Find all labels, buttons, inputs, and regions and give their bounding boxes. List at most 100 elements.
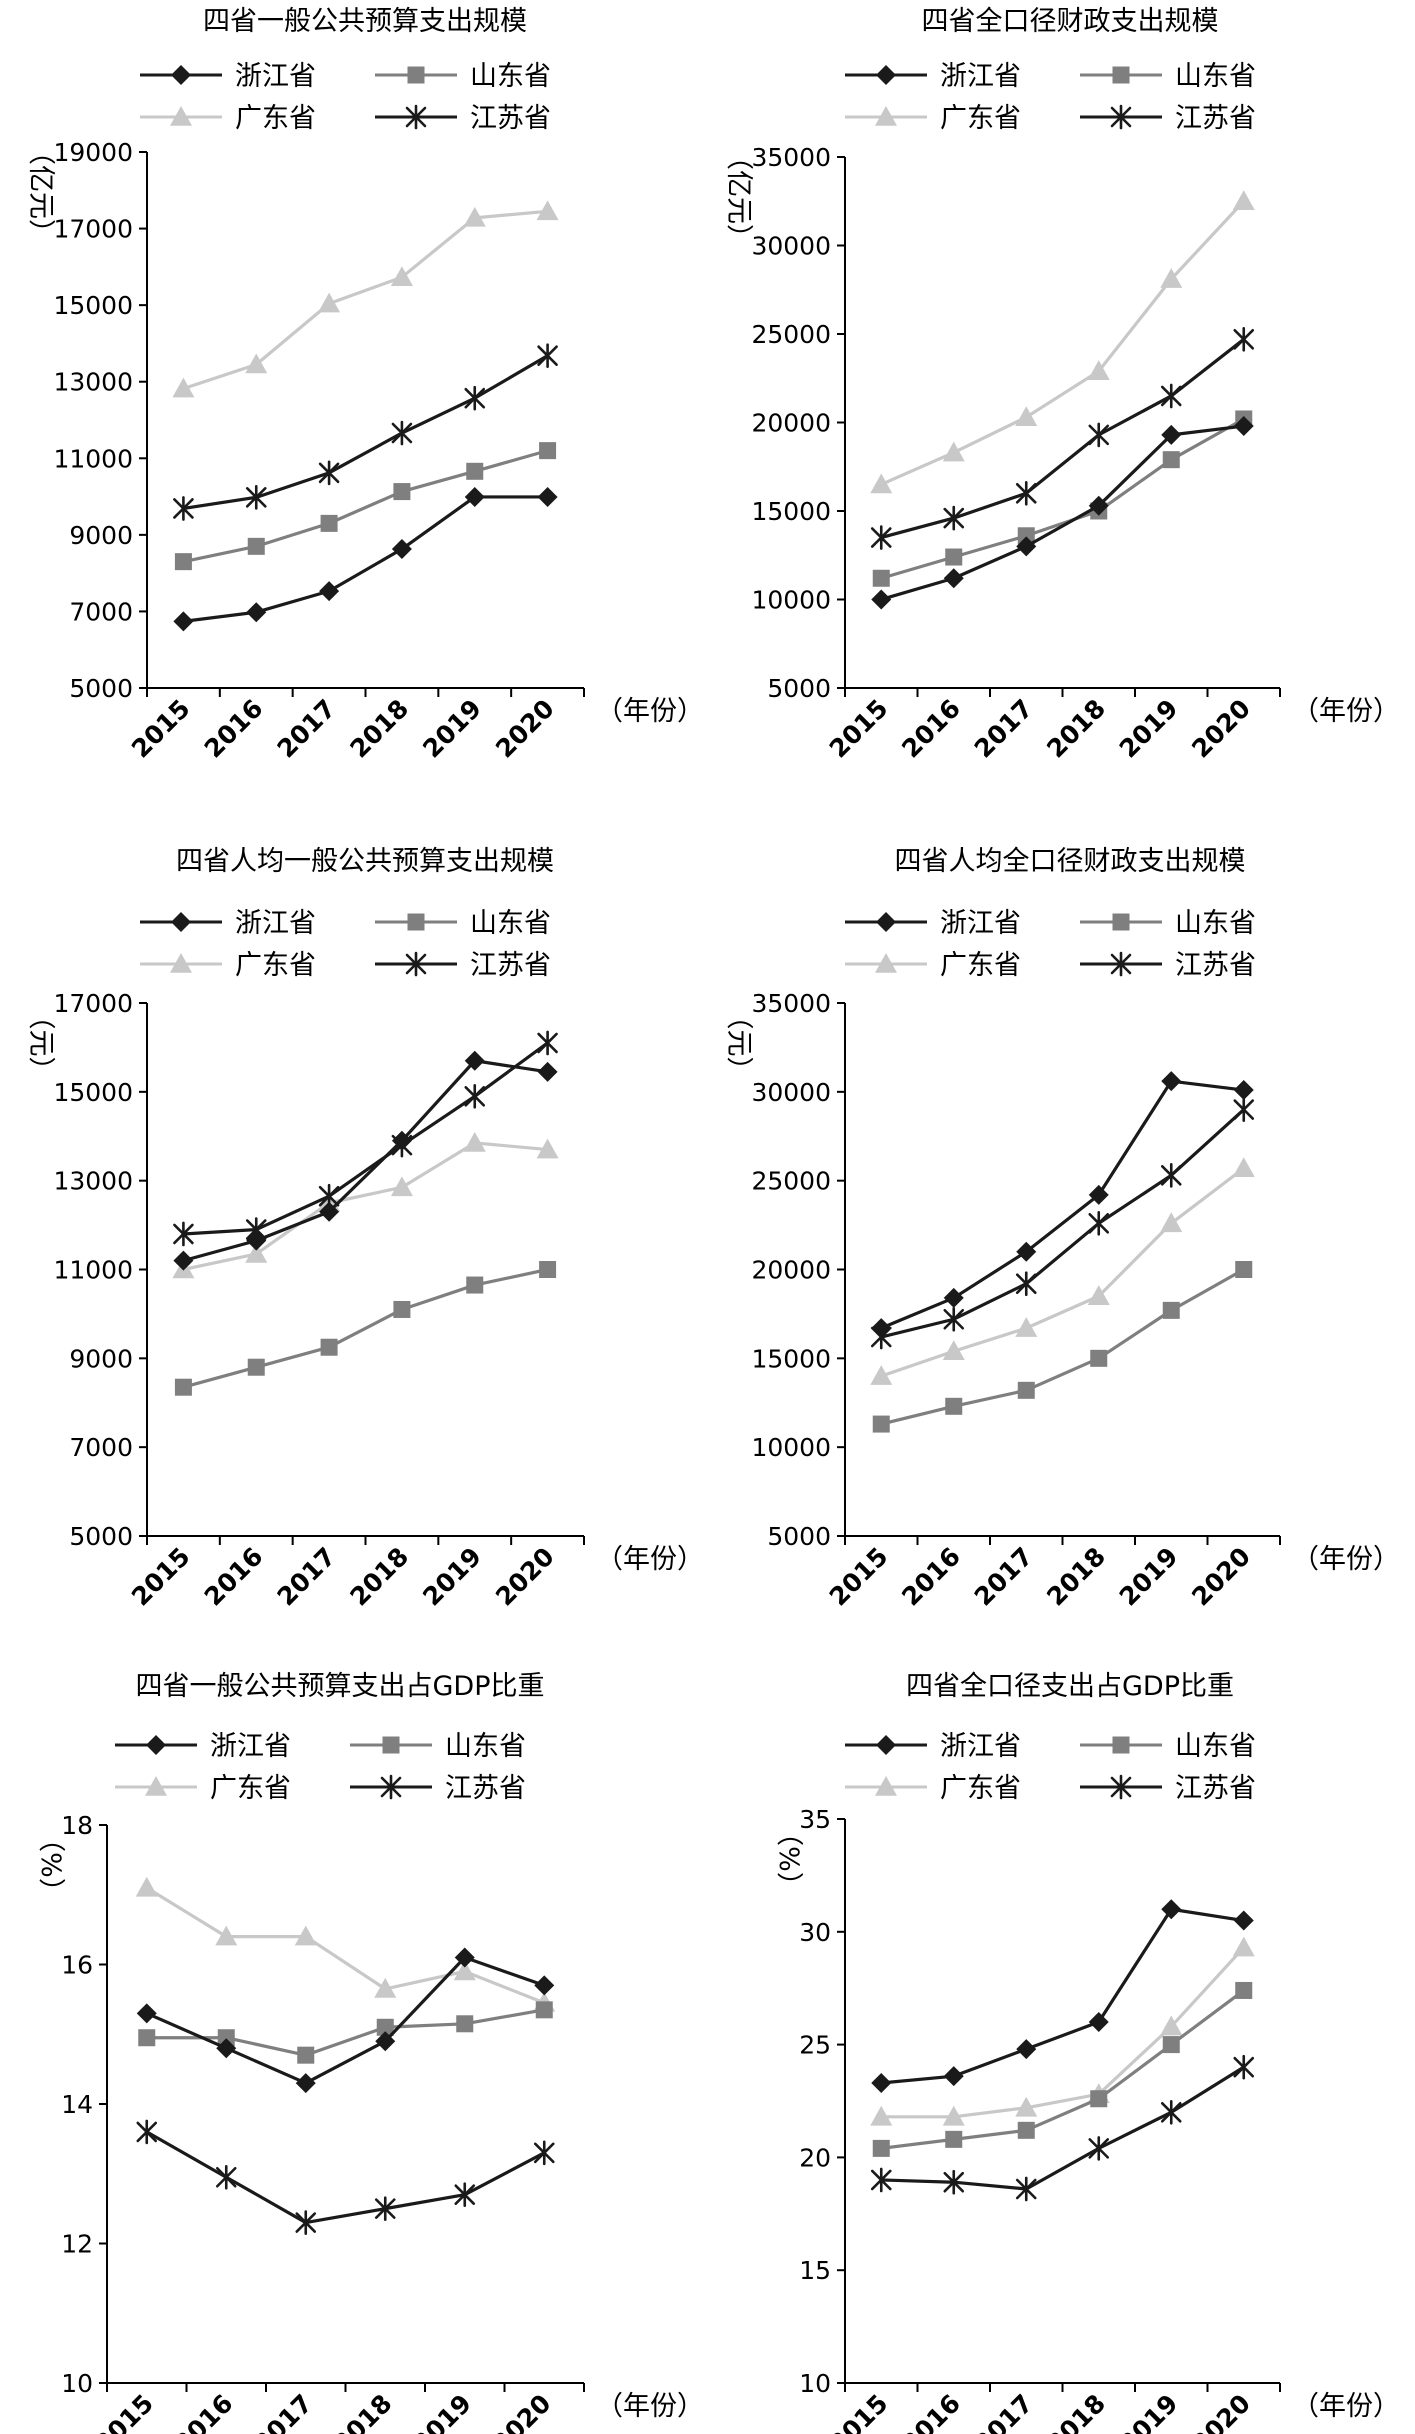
series-line	[880, 200, 1245, 486]
data-point	[1162, 1301, 1180, 1319]
legend-item-3: 广东省	[845, 1773, 1021, 1804]
series-山东省	[872, 1981, 1253, 2157]
y-tick-label: 10	[61, 2369, 93, 2398]
x-tick-label: 2016	[896, 1542, 966, 1612]
data-point	[1233, 1097, 1255, 1122]
data-point	[138, 2029, 156, 2047]
legend-marker	[146, 1735, 166, 1755]
data-point	[319, 581, 340, 602]
legend-marker	[1112, 913, 1130, 931]
data-point	[872, 569, 890, 587]
data-point	[1232, 190, 1255, 211]
y-tick-label: 5000	[767, 674, 831, 703]
x-tick-label: 2017	[969, 694, 1039, 764]
series-line	[183, 449, 549, 564]
y-tick-label: 30000	[751, 1078, 831, 1107]
legend-item-3: 广东省	[140, 950, 316, 981]
legend-label: 山东省	[1175, 908, 1256, 939]
data-point	[319, 1201, 340, 1222]
data-point	[318, 292, 341, 313]
series-浙江省	[871, 1899, 1254, 2093]
legend-label: 江苏省	[470, 103, 551, 134]
legend-marker	[407, 66, 425, 84]
data-point	[1016, 1241, 1037, 1262]
legend-item-2: 山东省	[375, 908, 551, 939]
legend-item-3: 广东省	[115, 1773, 291, 1804]
legend-label: 广东省	[235, 950, 316, 981]
legend-marker	[1112, 66, 1130, 84]
y-tick-label: 20000	[751, 1256, 831, 1285]
data-point	[135, 1876, 158, 1897]
legend-marker	[170, 953, 192, 973]
data-point	[456, 2015, 474, 2033]
y-tick-label: 25000	[751, 1167, 831, 1196]
data-point	[870, 473, 893, 494]
data-point	[464, 385, 486, 411]
data-point	[464, 1083, 486, 1109]
y-tick-label: 5000	[767, 1522, 831, 1551]
data-point	[246, 1230, 267, 1251]
legend-item-2: 山东省	[1080, 908, 1256, 939]
data-point	[1015, 406, 1038, 426]
y-tick-label: 11000	[53, 1256, 133, 1285]
legend-item-4: 江苏省	[1080, 103, 1256, 134]
series-line	[183, 1041, 549, 1236]
data-point	[374, 1977, 397, 1998]
data-point	[1160, 383, 1182, 409]
x-tick-label: 2015	[89, 2389, 159, 2434]
x-tick-label: 2017	[969, 1542, 1039, 1612]
data-point	[536, 200, 559, 221]
data-point	[870, 2167, 892, 2193]
y-tick-label: 15000	[53, 1078, 133, 1107]
data-point	[217, 2029, 235, 2047]
x-tick-label: 2016	[199, 1542, 269, 1612]
series-江苏省	[173, 343, 558, 521]
y-tick-label: 30000	[751, 232, 831, 261]
legend-label: 浙江省	[210, 1731, 291, 1762]
chart-title: 四省一般公共预算支出占GDP比重	[136, 1671, 545, 1702]
legend-marker	[1110, 1774, 1132, 1800]
x-axis-unit: （年份）	[596, 1544, 704, 1575]
series-line	[183, 354, 549, 511]
data-point	[1233, 416, 1254, 437]
data-point	[1160, 2015, 1183, 2036]
y-tick-label: 10000	[751, 586, 831, 615]
data-point	[320, 514, 338, 532]
data-point	[534, 1975, 555, 1996]
y-tick-label: 18	[61, 1811, 93, 1840]
y-tick-label: 10	[799, 2369, 831, 2398]
x-tick-label: 2020	[1186, 694, 1256, 764]
data-point	[1160, 1212, 1183, 1233]
data-point	[1088, 2012, 1109, 2033]
series-line	[881, 1946, 1245, 2119]
x-tick-label: 2016	[199, 694, 269, 764]
data-point	[454, 1947, 475, 1968]
x-tick-label: 2019	[1114, 2389, 1184, 2434]
legend-item-2: 山东省	[350, 1731, 526, 1762]
legend-label: 广东省	[235, 103, 316, 134]
data-point	[1015, 2176, 1037, 2202]
data-point	[1233, 1910, 1254, 1931]
series-山东省	[872, 1261, 1253, 1433]
data-point	[295, 2210, 317, 2235]
y-tick-label: 35000	[751, 143, 831, 172]
data-point	[943, 1306, 965, 1332]
series-line	[880, 338, 1245, 540]
series-line	[880, 1166, 1245, 1378]
data-point	[1017, 2121, 1035, 2139]
series-江苏省	[136, 2119, 555, 2235]
y-axis-label: （亿元）	[25, 138, 56, 246]
y-tick-label: 5000	[69, 1522, 133, 1551]
x-tick-label: 2016	[169, 2389, 239, 2434]
x-tick-label: 2015	[824, 2389, 894, 2434]
data-point	[1232, 1936, 1255, 1957]
x-tick-label: 2017	[969, 2389, 1039, 2434]
x-tick-label: 2020	[490, 694, 560, 764]
data-point	[375, 2031, 396, 2052]
x-tick-label: 2018	[344, 694, 414, 764]
y-axis-label: （亿元）	[723, 143, 754, 251]
series-江苏省	[870, 2054, 1255, 2202]
data-point	[537, 1030, 558, 1056]
